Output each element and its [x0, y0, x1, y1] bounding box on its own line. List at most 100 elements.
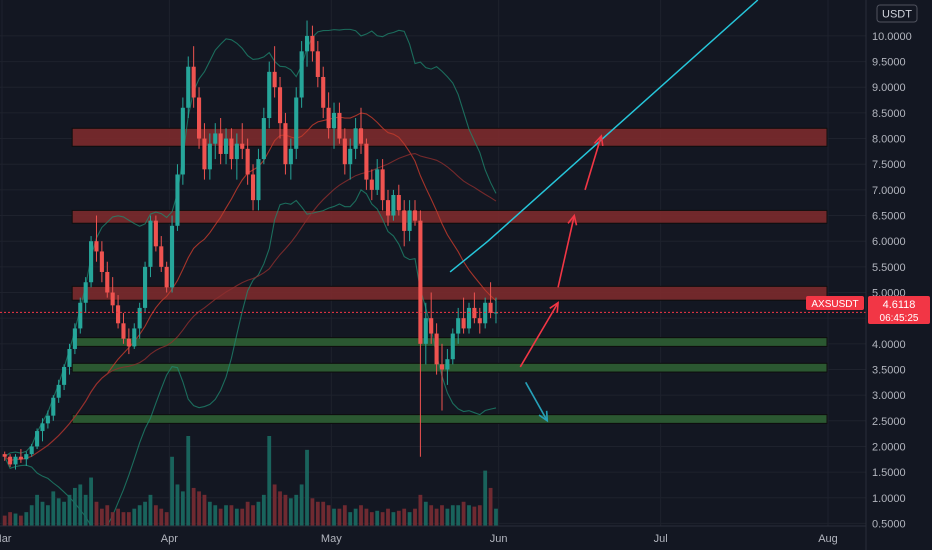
candle-body — [67, 348, 72, 367]
volume-bar — [391, 512, 396, 526]
volume-bar — [99, 508, 104, 526]
resistance-zone — [71, 127, 828, 147]
price-axis-background[interactable] — [866, 0, 932, 550]
y-tick-label: 6.5000 — [872, 211, 906, 223]
candle-body — [288, 148, 293, 165]
volume-bar — [202, 494, 207, 526]
candle-body — [310, 35, 315, 52]
volume-bar — [56, 498, 61, 526]
volume-bar — [72, 487, 77, 526]
volume-bar — [434, 508, 439, 526]
volume-bar — [348, 512, 353, 526]
volume-bar — [267, 436, 272, 526]
volume-bar — [51, 491, 56, 526]
candle-body — [175, 174, 180, 226]
currency-label: USDT — [882, 9, 912, 21]
candle-body — [51, 397, 56, 416]
candle-body — [385, 200, 391, 216]
volume-bar — [321, 501, 326, 526]
support-zone — [71, 337, 828, 347]
volume-bar — [62, 501, 66, 526]
volume-bar — [337, 508, 342, 526]
candle-body — [105, 271, 110, 293]
candle-body — [164, 266, 169, 288]
candle-body — [137, 307, 142, 329]
volume-bar — [359, 505, 363, 526]
candle-body — [8, 456, 13, 465]
support-zone — [71, 414, 828, 424]
volume-bar — [261, 494, 266, 526]
y-tick-label: 6.0000 — [872, 236, 906, 248]
candle-body — [364, 143, 369, 180]
time-axis[interactable]: Mar Apr May Jun Jul Aug — [0, 533, 838, 545]
candle-body — [180, 107, 185, 175]
volume-bar — [197, 491, 201, 526]
volume-bar — [8, 512, 12, 526]
candle-body — [256, 159, 261, 201]
x-tick-label: Jul — [654, 533, 668, 545]
volume-bar — [180, 491, 185, 526]
volume-bar — [396, 510, 401, 526]
candle-body — [170, 225, 175, 288]
volume-bar — [251, 505, 255, 526]
candle-body — [229, 138, 234, 160]
candle-body — [321, 76, 326, 108]
candle-body — [24, 454, 29, 460]
candle-body — [121, 323, 126, 339]
y-tick-label: 9.5000 — [872, 57, 906, 69]
candle-body — [72, 328, 77, 349]
candle-body — [213, 133, 218, 144]
volume-bar — [256, 501, 261, 526]
candle-body — [337, 112, 342, 139]
volume-bar — [164, 512, 169, 526]
volume-bar — [283, 494, 288, 526]
candle-body — [18, 456, 23, 460]
volume-bar — [229, 505, 234, 526]
volume-bar — [429, 505, 434, 526]
candle-body — [62, 366, 67, 385]
candle-body — [148, 220, 153, 267]
volume-bar — [472, 506, 477, 526]
currency-badge[interactable]: USDT — [876, 4, 918, 23]
volume-bar — [159, 508, 164, 526]
resistance-zone — [71, 209, 828, 224]
volume-bar — [467, 505, 471, 526]
y-tick-label: 1.5000 — [872, 467, 906, 479]
volume-bar — [126, 512, 131, 526]
y-tick-label: 5.5000 — [872, 262, 906, 274]
candle-body — [197, 97, 202, 139]
volume-bar — [78, 484, 83, 526]
volume-bar — [278, 491, 282, 526]
candle-body — [439, 364, 445, 370]
candle-body — [40, 423, 45, 432]
volume-bar — [18, 515, 23, 526]
bullish-arrow — [584, 135, 603, 191]
price-zones — [71, 127, 828, 424]
candle-body — [126, 338, 131, 347]
candle-body — [315, 51, 320, 77]
price-axis: 10.0000 9.5000 9.0000 8.5000 8.0000 7.5000 7.0… — [872, 31, 912, 531]
candle-body — [380, 169, 385, 201]
candle-body — [283, 123, 288, 165]
volume-bar — [35, 494, 39, 526]
candle-body — [45, 415, 50, 424]
candle-body — [94, 241, 99, 252]
candle-body — [423, 318, 428, 344]
volume-bar — [364, 508, 369, 526]
y-tick-label: 7.0000 — [872, 185, 906, 197]
volume-bar — [380, 512, 385, 526]
volume-bar — [234, 508, 239, 526]
y-tick-label: 8.5000 — [872, 108, 906, 120]
candle-body — [207, 143, 212, 170]
volume-bar — [461, 501, 466, 526]
candle-body — [2, 454, 7, 457]
symbol-label: AXSUSDT — [811, 299, 858, 310]
candle-body — [369, 179, 374, 190]
volume-bar — [375, 510, 380, 526]
x-tick-label: Jun — [490, 533, 508, 545]
candle-body — [472, 307, 477, 319]
y-tick-label: 9.0000 — [872, 82, 906, 94]
volume-bar — [288, 498, 293, 526]
last-price-badge: 4.6118 06:45:25 — [868, 296, 930, 324]
